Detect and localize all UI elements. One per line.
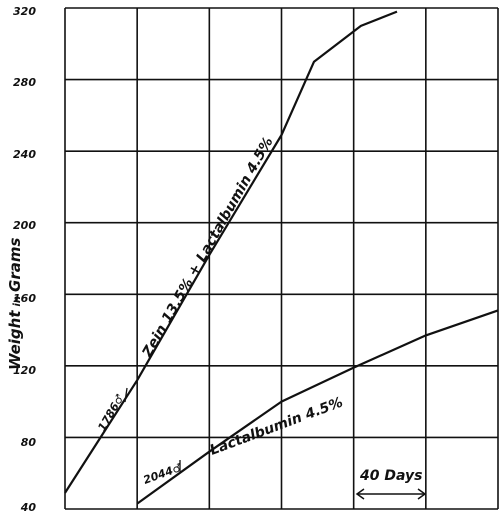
y-tick-label: 160 <box>13 292 36 305</box>
y-tick-label: 40 <box>20 501 37 514</box>
y-tick-labels: 40 80 120 160 200 240 280 320 <box>13 5 36 514</box>
y-tick-label: 80 <box>21 436 37 449</box>
y-tick-label: 280 <box>13 76 36 89</box>
grid <box>64 7 499 510</box>
days-bracket <box>355 488 427 500</box>
svg-text:WeightinGrams: Weight in Grams <box>6 237 24 370</box>
series-line-zein <box>64 10 398 494</box>
series-label-zein: Zein 13.5% + Lactalbumin 4.5% <box>139 135 277 361</box>
y-axis-label-word-2: in <box>12 296 23 307</box>
y-tick-label: 200 <box>13 219 36 232</box>
y-tick-label: 120 <box>13 364 36 377</box>
y-tick-label: 320 <box>13 5 36 18</box>
y-axis-label-word-1: Weight <box>6 310 24 370</box>
y-axis-label: Weight in Grams <box>6 237 24 370</box>
rat-id-1786: 1786♂ <box>95 392 127 434</box>
days-label: 40 Days <box>359 468 422 484</box>
rat-1786-arrow <box>124 387 128 403</box>
series-lines <box>64 10 499 505</box>
y-tick-label: 240 <box>13 148 36 161</box>
series-line-lactalbumin <box>136 309 499 505</box>
y-axis-label-word-3: Grams <box>6 237 24 291</box>
rat-id-2044: 2044♂ <box>142 461 184 487</box>
